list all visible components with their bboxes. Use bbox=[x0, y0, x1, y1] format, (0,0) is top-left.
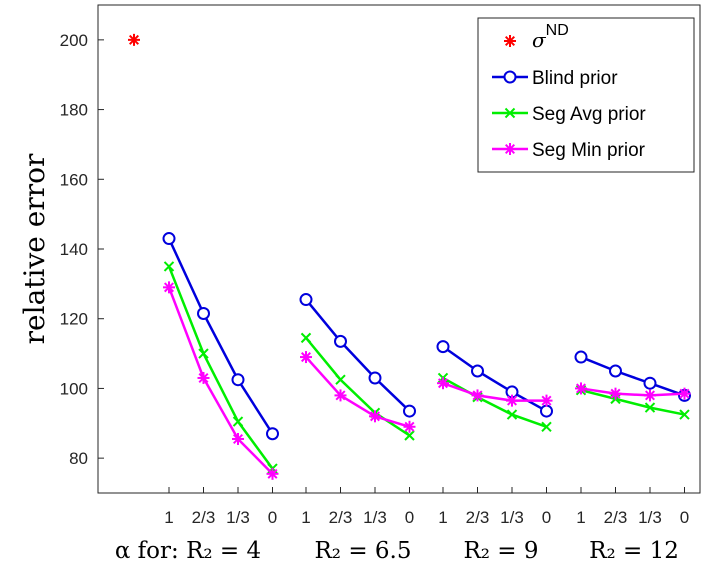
series-line-1 bbox=[442, 376, 547, 428]
x-tick-label: 1/3 bbox=[500, 508, 524, 527]
data-point-series-2 bbox=[334, 389, 347, 402]
data-point-series-1 bbox=[644, 402, 656, 413]
data-point-series-0 bbox=[643, 376, 657, 390]
data-point-series-1 bbox=[163, 261, 175, 272]
data-point-series-0 bbox=[368, 371, 382, 385]
x-tick-label: 1/3 bbox=[226, 508, 250, 527]
x-tick-label: 2/3 bbox=[192, 508, 216, 527]
x-tick-label: 1 bbox=[576, 508, 585, 527]
data-point-series-0 bbox=[231, 373, 245, 387]
legend-label-0: Blind prior bbox=[532, 68, 618, 89]
data-point-series-2 bbox=[644, 389, 656, 402]
series-line-0 bbox=[167, 238, 274, 435]
x-tick-label: 0 bbox=[405, 508, 414, 527]
data-point-series-0 bbox=[299, 293, 313, 307]
reference-point bbox=[128, 33, 140, 46]
data-point-series-0 bbox=[334, 334, 347, 348]
sigma-nd-point bbox=[128, 33, 140, 46]
data-point-series-1 bbox=[404, 430, 415, 441]
legend-label-sigma: σND bbox=[532, 22, 569, 52]
y-tick-label: 180 bbox=[60, 101, 88, 120]
data-point-series-0 bbox=[266, 427, 279, 441]
data-point-series-2 bbox=[609, 387, 622, 400]
legend-marker-1 bbox=[504, 107, 516, 119]
series-line-1 bbox=[305, 337, 411, 437]
x-tick-label: 1 bbox=[438, 508, 447, 527]
data-point-series-0 bbox=[197, 306, 210, 320]
data-point-series-1 bbox=[506, 409, 518, 420]
x-tick-label: 0 bbox=[268, 508, 277, 527]
data-point-series-1 bbox=[300, 332, 312, 344]
series-line-2 bbox=[442, 382, 547, 402]
data-point-series-2 bbox=[403, 420, 416, 433]
data-point-series-2 bbox=[437, 377, 449, 390]
data-point-series-2 bbox=[540, 394, 553, 407]
y-tick-label: 200 bbox=[60, 31, 88, 50]
data-point-series-2 bbox=[575, 382, 587, 395]
series-line-2 bbox=[305, 356, 410, 428]
data-point-series-2 bbox=[506, 394, 518, 407]
series-lines bbox=[162, 232, 691, 480]
data-point-series-2 bbox=[300, 351, 312, 364]
y-tick-label: 120 bbox=[60, 310, 88, 329]
legend-marker-2 bbox=[504, 143, 516, 155]
data-point-series-2 bbox=[678, 387, 691, 400]
x-tick-label: 1 bbox=[164, 508, 173, 527]
x-axis-ticks: 1 2/3 1/3 0 1 2/3 1/3 0 1 2/3 1/3 0 1 2/3 1/3 0 bbox=[164, 487, 689, 527]
data-point-series-0 bbox=[574, 350, 588, 364]
x-tick-label: 1/3 bbox=[638, 508, 662, 527]
legend-marker-0 bbox=[503, 70, 517, 84]
data-point-series-0 bbox=[540, 404, 553, 418]
series-line-2 bbox=[580, 387, 685, 397]
y-tick-label: 100 bbox=[60, 379, 88, 398]
x-tick-label: 2/3 bbox=[466, 508, 490, 527]
y-axis-label: relative error bbox=[18, 153, 51, 344]
group-labels: α for: R₂ = 4 R₂ = 6.5 R₂ = 9 R₂ = 12 bbox=[115, 538, 679, 564]
group-label: R₂ = 6.5 bbox=[314, 538, 411, 564]
legend-label-1: Seg Avg prior bbox=[532, 104, 646, 125]
x-tick-label: 1/3 bbox=[363, 508, 387, 527]
data-point-series-2 bbox=[369, 410, 381, 423]
data-point-series-2 bbox=[232, 432, 244, 445]
series-line-0 bbox=[580, 355, 685, 397]
series-line-2 bbox=[167, 286, 274, 475]
data-point-series-0 bbox=[403, 404, 416, 418]
data-point-series-1 bbox=[541, 421, 552, 432]
x-tick-label: 0 bbox=[542, 508, 551, 527]
data-point-series-0 bbox=[471, 364, 484, 378]
x-tick-label: 0 bbox=[680, 508, 689, 527]
legend-marker-sigma bbox=[504, 35, 516, 47]
data-point-series-0 bbox=[162, 232, 176, 246]
legend-label-2: Seg Min prior bbox=[532, 140, 646, 161]
data-point-series-1 bbox=[198, 348, 209, 359]
data-point-series-0 bbox=[609, 364, 622, 378]
data-point-series-1 bbox=[335, 374, 346, 385]
y-tick-label: 80 bbox=[69, 449, 88, 468]
data-point-series-2 bbox=[197, 371, 210, 384]
data-point-series-1 bbox=[232, 416, 244, 427]
series-line-1 bbox=[580, 388, 685, 416]
x-tick-label: 2/3 bbox=[604, 508, 628, 527]
data-point-series-2 bbox=[266, 467, 279, 480]
data-point-series-2 bbox=[163, 281, 175, 294]
y-axis-ticks: 80 100 120 140 160 180 200 bbox=[60, 31, 104, 468]
y-tick-label: 140 bbox=[60, 240, 88, 259]
group-label: α for: R₂ = 4 bbox=[115, 538, 261, 564]
x-tick-label: 1 bbox=[301, 508, 310, 527]
series-line-1 bbox=[167, 265, 274, 470]
data-point-series-1 bbox=[679, 409, 690, 420]
legend: σND Blind prior Seg Avg prior Seg Min prior bbox=[477, 17, 695, 173]
y-tick-label: 160 bbox=[60, 170, 88, 189]
group-label: R₂ = 12 bbox=[589, 538, 679, 564]
x-tick-label: 2/3 bbox=[329, 508, 353, 527]
data-point-series-0 bbox=[436, 340, 450, 354]
group-label: R₂ = 9 bbox=[463, 538, 538, 564]
series-line-0 bbox=[305, 298, 411, 412]
data-point-series-2 bbox=[471, 389, 484, 402]
